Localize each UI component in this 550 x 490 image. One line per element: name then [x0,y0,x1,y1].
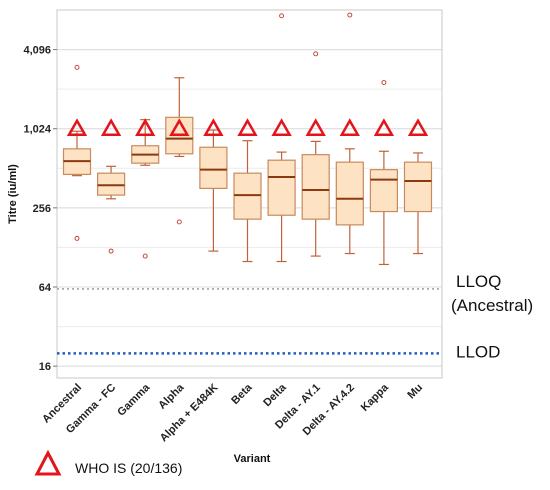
box-body [369,169,398,213]
box-4 [165,77,194,225]
box-2 [96,165,126,254]
y-tick-label: 1,024 [23,124,51,136]
box-body [96,172,126,196]
box-7 [267,13,296,263]
who-is-triangle-icon [203,118,224,136]
reference-lines [57,288,442,355]
box-body [199,146,228,189]
y-tick-label: 256 [33,203,51,215]
box-body [335,161,364,226]
box-9 [335,12,364,255]
legend: WHO IS (20/136) [34,449,182,476]
x-tick-label: Gamma [115,381,153,419]
outlier-point [108,248,114,254]
outlier-point [313,51,319,57]
lloq-label: LLOQ [456,272,501,291]
x-tick-label: Kappa [359,381,392,414]
y-tick-label: 64 [39,282,52,294]
outlier-point [176,219,182,225]
x-axis-title: Variant [234,453,271,465]
box-body [233,172,262,220]
x-tick-label: Delta [261,381,289,409]
who-is-triangle-icon [407,118,429,136]
who-is-markers [66,118,429,136]
outlier-point [347,12,353,18]
outlier-point [74,235,80,241]
box-body [301,154,330,220]
who-is-triangle-icon [271,118,292,136]
box-6 [233,140,262,263]
legend-triangle-icon [34,449,62,476]
x-tick-label: Mu [405,382,425,402]
outlier-point [381,80,387,85]
reference-labels: LLOQ (Ancestral) LLOD [451,272,533,362]
y-tick-label: 16 [39,361,51,373]
box-3 [131,119,160,259]
y-axis-ticks: 16 64 256 1,024 4,096 [23,45,57,373]
outlier-point [279,13,285,19]
who-is-triangle-icon [66,118,88,136]
box-10 [369,80,398,266]
plot-frame [56,9,443,379]
who-is-triangle-icon [237,118,258,136]
outlier-point [74,64,80,70]
box-body [267,159,296,216]
who-is-triangle-icon [135,118,156,136]
lloq-sublabel: (Ancestral) [451,296,533,315]
who-is-triangle-icon [100,118,122,136]
llod-label: LLOD [456,342,500,361]
box-11 [403,152,433,255]
who-is-triangle-icon [373,118,395,136]
legend-label: WHO IS (20/136) [75,460,182,476]
y-tick-label: 4,096 [23,45,51,57]
box-5 [199,129,228,252]
who-is-triangle-icon [305,118,326,136]
who-is-triangle-icon [339,118,360,136]
x-tick-label: Beta [229,381,255,407]
y-axis-title: Titre (iu/ml) [7,164,19,224]
x-tick-label: Alpha [156,381,187,412]
outlier-point [142,253,148,259]
box-8 [301,51,330,257]
box-body [403,161,433,213]
who-is-triangle-icon [169,118,190,136]
box-layer [62,12,433,266]
box-1 [62,64,92,241]
